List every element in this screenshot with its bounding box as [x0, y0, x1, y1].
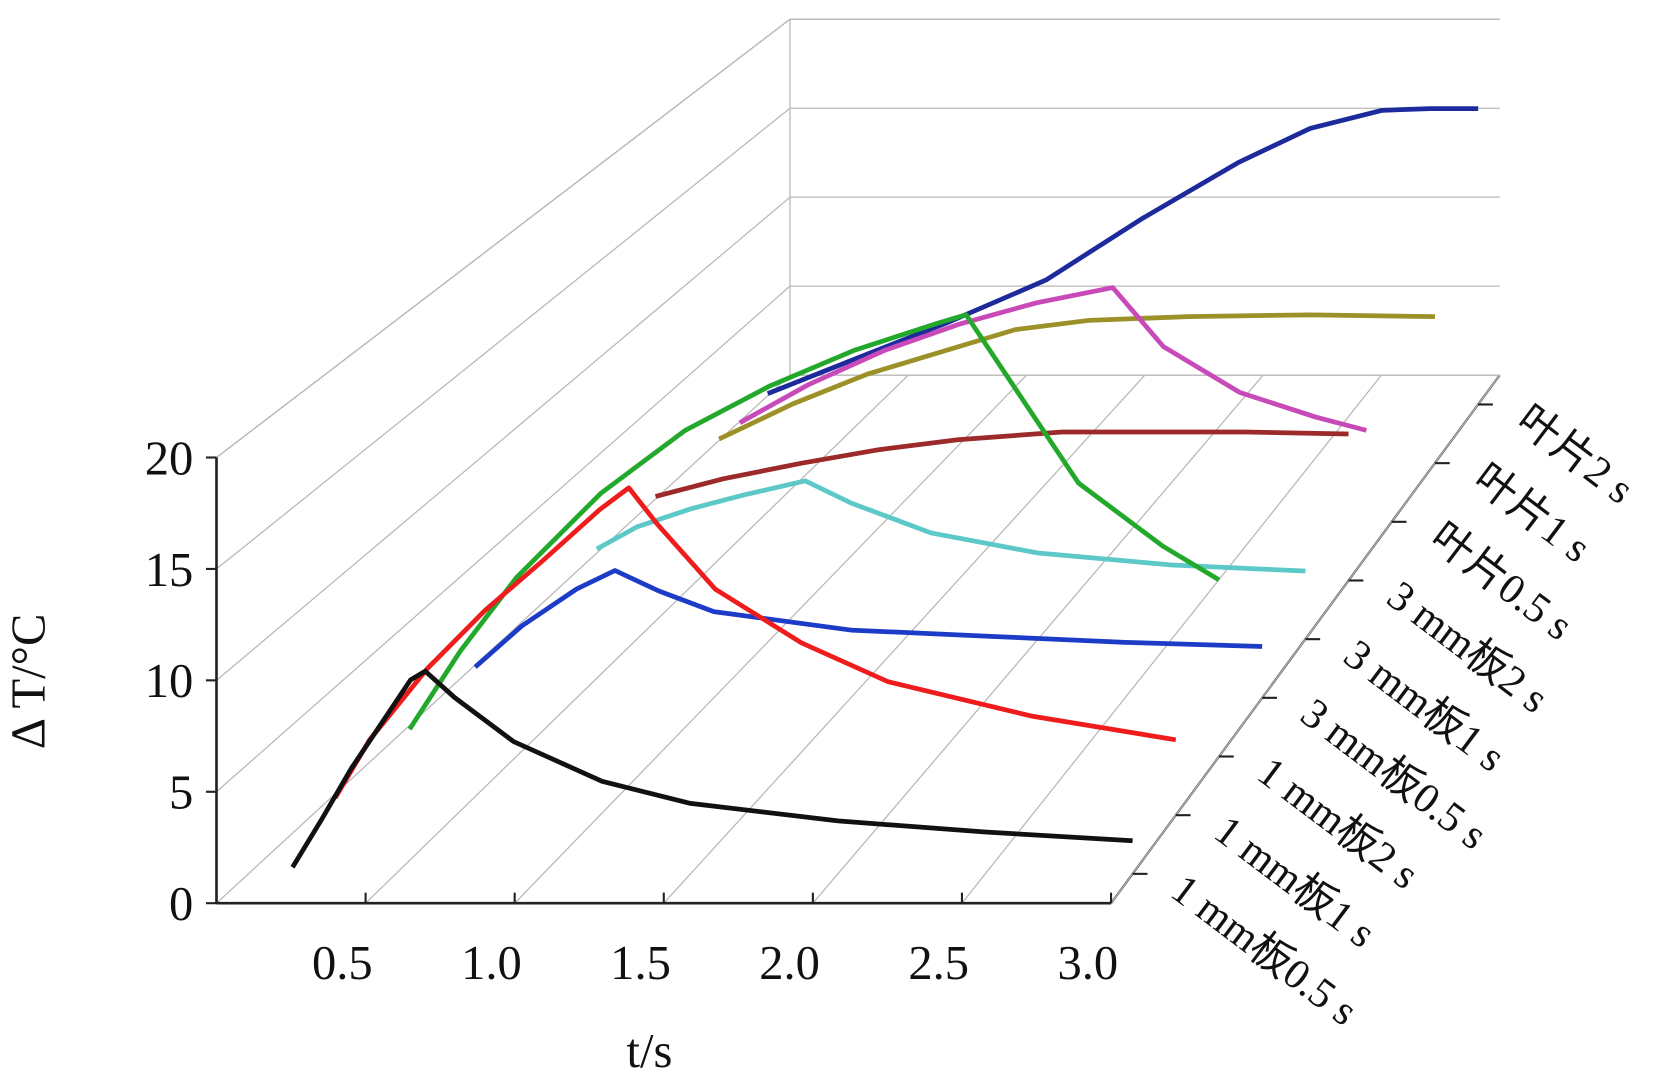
x-tick-label: 2.0 — [759, 936, 820, 990]
x-tick-label: 3.0 — [1057, 936, 1118, 990]
series-line — [290, 668, 1133, 869]
y-tick-label: 10 — [145, 654, 194, 708]
grid-line — [514, 374, 1028, 904]
series-line — [766, 106, 1479, 396]
series-line — [595, 478, 1306, 574]
x-tick-label: 2.5 — [908, 936, 969, 990]
y-tick-label: 20 — [145, 431, 194, 485]
y-tick-label: 0 — [169, 877, 193, 931]
series-line — [407, 312, 1221, 731]
grid-line — [216, 285, 791, 793]
series-line — [473, 568, 1263, 669]
grid-line — [961, 374, 1382, 904]
series-line — [718, 312, 1435, 442]
y-tick-label: 5 — [169, 766, 193, 820]
grid-line — [365, 374, 909, 904]
x-tick-label: 0.5 — [312, 936, 373, 990]
series-line — [333, 485, 1177, 800]
series-line — [738, 285, 1368, 433]
series-line — [654, 429, 1349, 499]
y-axis-label: Δ T/°C — [1, 614, 55, 750]
x-tick-label: 1.5 — [610, 936, 671, 990]
x-tick-label: 1.0 — [461, 936, 522, 990]
grid-line — [216, 196, 791, 681]
grid-line — [216, 107, 791, 570]
x-axis-label: t/s — [627, 1024, 673, 1078]
grid-line — [216, 18, 791, 459]
y-tick-label: 15 — [145, 543, 194, 597]
